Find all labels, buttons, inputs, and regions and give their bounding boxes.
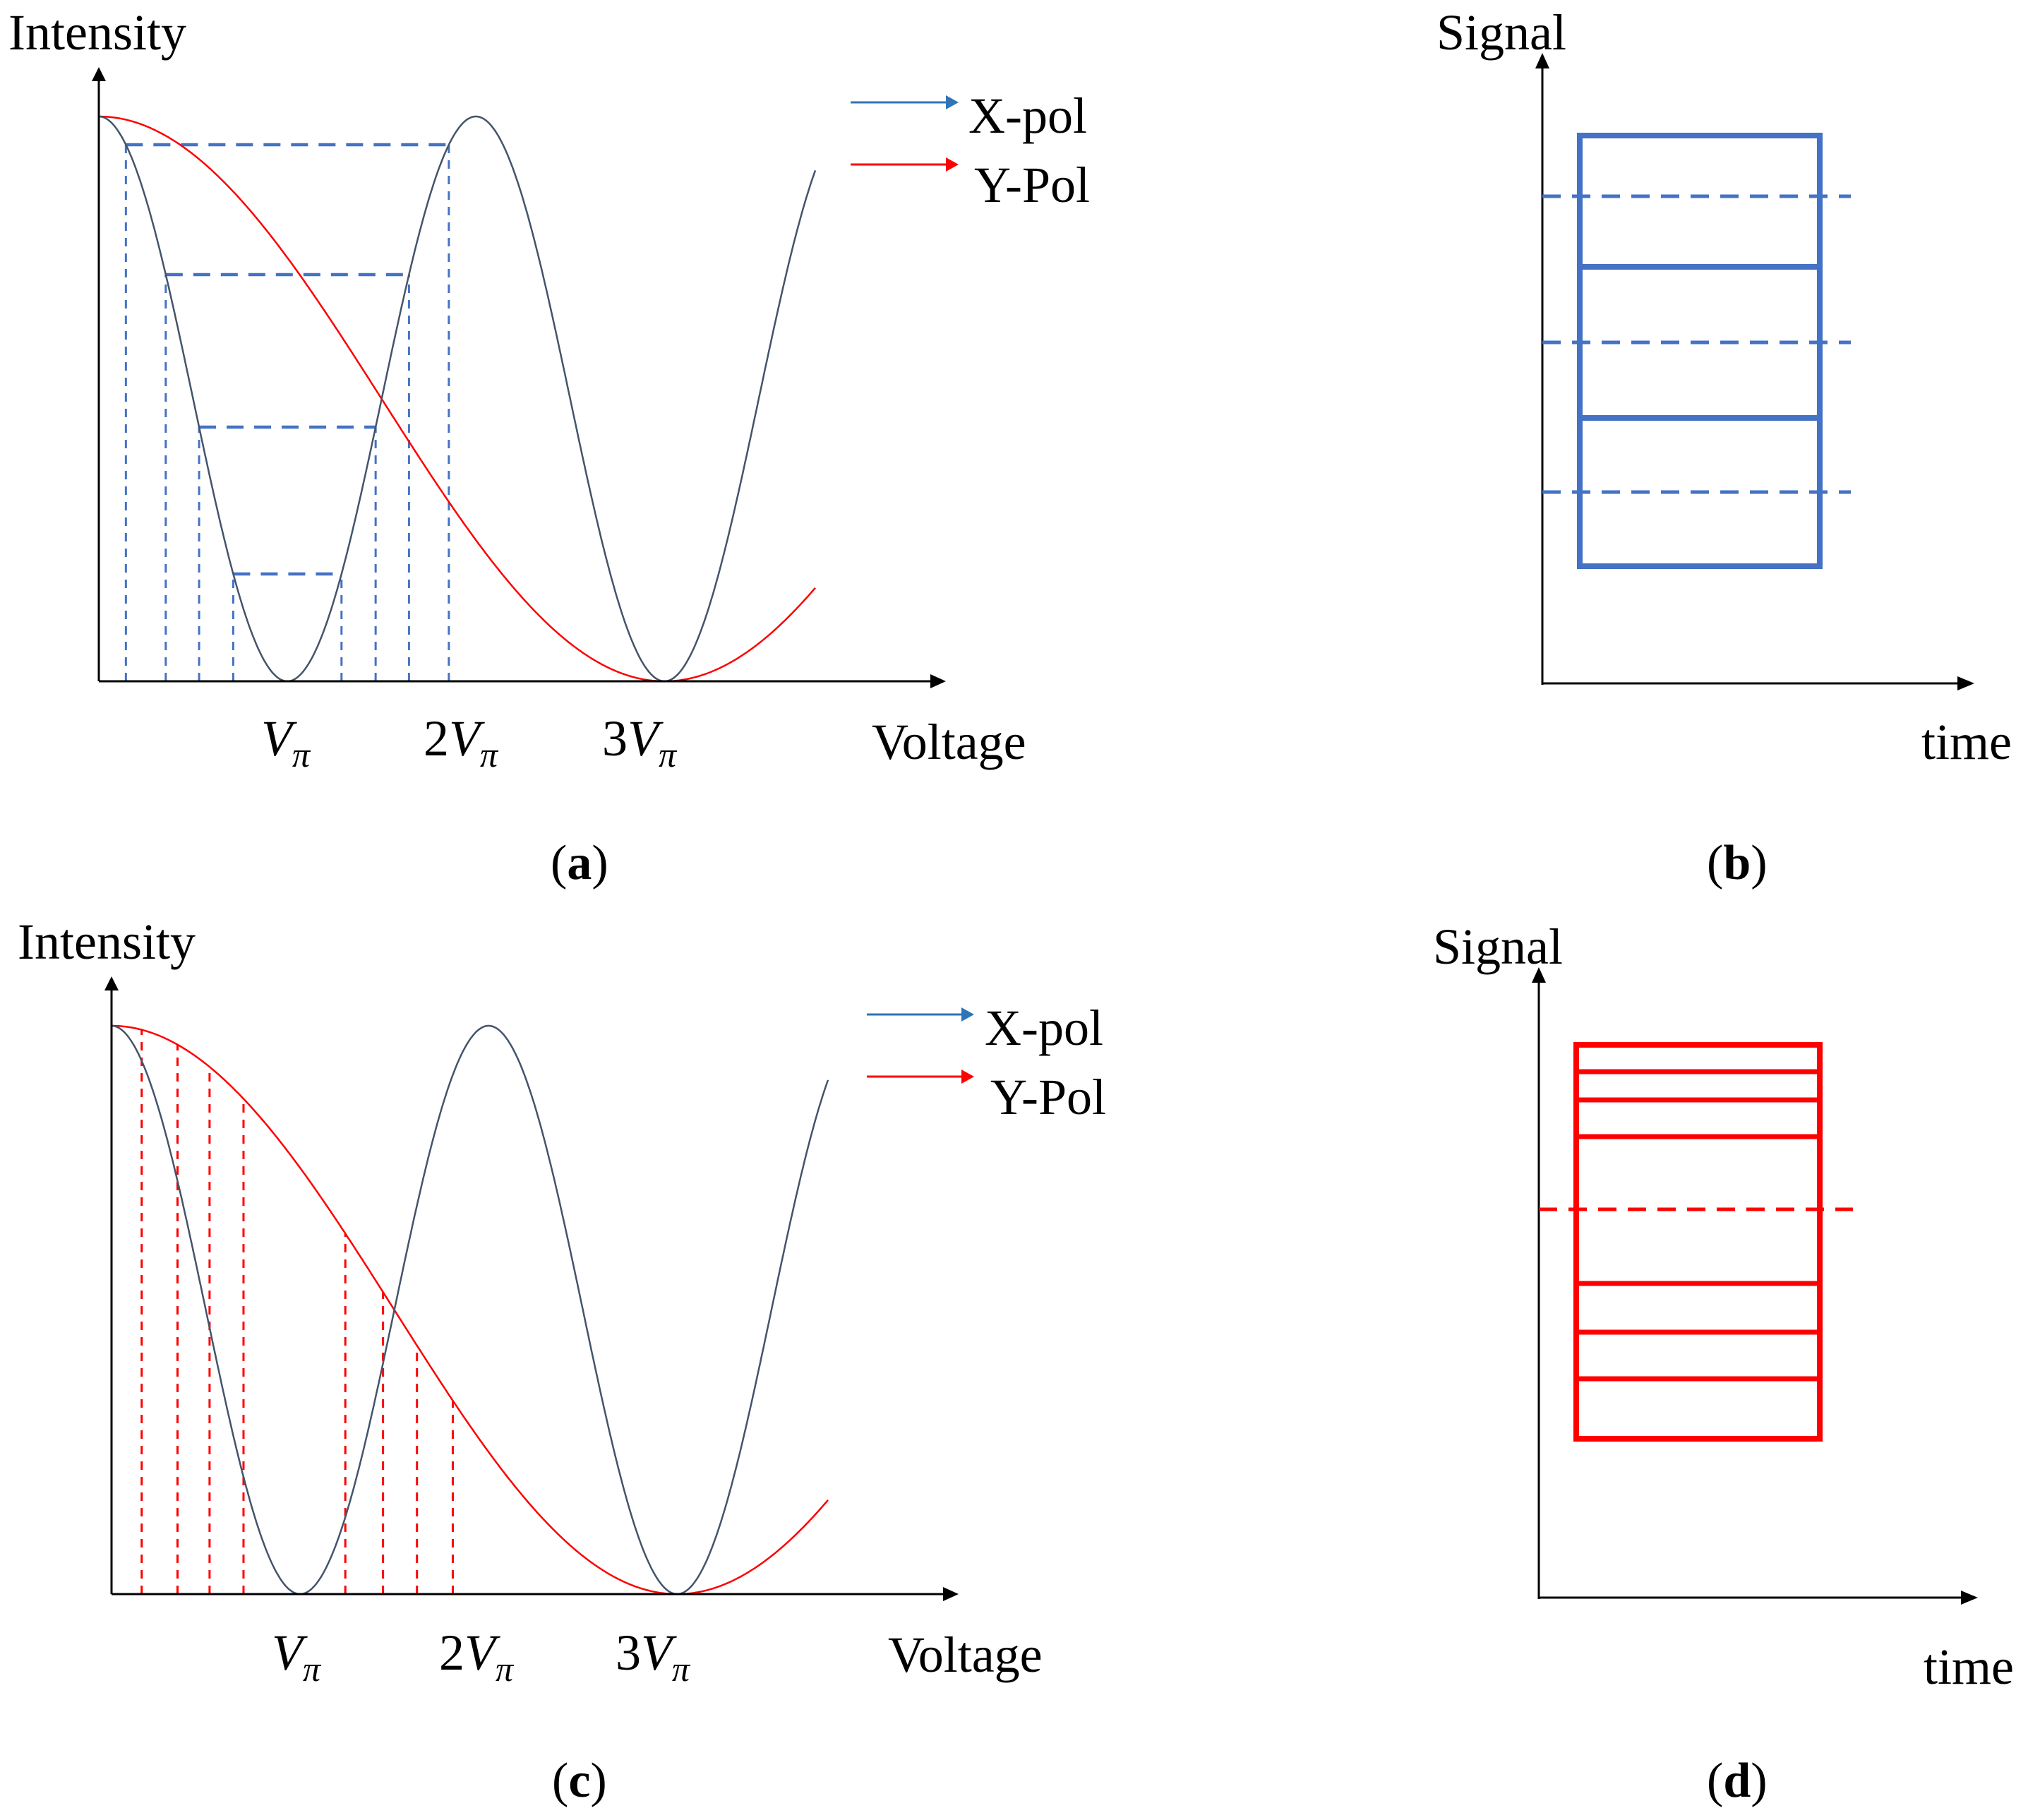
panel-b-ylabel: Signal xyxy=(1436,4,1566,61)
panel-c-caption: (c) xyxy=(552,1754,607,1808)
legend-xpol-label: X-pol xyxy=(968,88,1087,144)
panel-a-legend: X-pol Y-Pol xyxy=(851,88,1090,213)
panel-b-caption: (b) xyxy=(1707,836,1768,890)
panel-a-tick-vpi: Vπ xyxy=(261,710,311,774)
panel-b-xlabel: time xyxy=(1921,714,2012,770)
panel-b-y-arrow-icon xyxy=(1535,53,1549,68)
panel-d-x-arrow-icon xyxy=(1961,1591,1978,1605)
panel-b-signal-levels xyxy=(1542,133,1851,569)
legend-ypol-label: Y-Pol xyxy=(974,157,1090,213)
panel-d-xlabel: time xyxy=(1924,1639,2014,1695)
panel-d-signal-levels xyxy=(1539,1042,1853,1442)
panel-a-ylabel: Intensity xyxy=(8,4,186,61)
panel-c-intensity-plot: Intensity Voltage Vπ 2Vπ 3Vπ X-pol Y-Pol… xyxy=(18,914,1106,1808)
legend-xpol-label: X-pol xyxy=(985,1000,1103,1056)
ypol-curve xyxy=(99,115,816,683)
panel-a-intensity-plot: Intensity Voltage Vπ 2Vπ 3Vπ X-pol Y-Pol… xyxy=(8,4,1090,890)
y-axis-arrow-icon xyxy=(92,67,106,81)
legend-xpol-arrow-icon xyxy=(961,1007,974,1022)
panel-a-tick-3vpi: 3Vπ xyxy=(602,710,678,774)
panel-b-x-arrow-icon xyxy=(1957,676,1974,690)
panel-c-tick-3vpi: 3Vπ xyxy=(616,1624,691,1689)
panel-d-signal-box xyxy=(1573,1042,1823,1442)
panel-a-tick-2vpi: 2Vπ xyxy=(424,710,499,774)
panel-b-axes xyxy=(1535,53,1974,690)
panel-c-tick-2vpi: 2Vπ xyxy=(439,1624,515,1689)
panel-c-legend: X-pol Y-Pol xyxy=(867,1000,1106,1125)
panel-c-tick-vpi: Vπ xyxy=(272,1624,322,1689)
y-axis-arrow-icon xyxy=(104,976,119,990)
xpol-curve xyxy=(111,1024,829,1596)
ypol-curve xyxy=(112,1024,829,1596)
panel-b-signal-box xyxy=(1577,133,1823,569)
legend-ypol-arrow-icon xyxy=(946,157,959,172)
panel-d-axes xyxy=(1532,967,1978,1605)
panel-a-curves xyxy=(98,115,817,683)
legend-ypol-label: Y-Pol xyxy=(990,1069,1106,1125)
panel-d-signal-plot: Signal time (d) xyxy=(1433,918,2014,1808)
panel-d-caption: (d) xyxy=(1707,1754,1768,1808)
legend-ypol-arrow-icon xyxy=(961,1070,974,1084)
panel-c-axes xyxy=(104,976,959,1601)
panel-d-ylabel: Signal xyxy=(1433,918,1563,975)
panel-c-xlabel: Voltage xyxy=(888,1627,1043,1683)
panel-c-curves xyxy=(111,1024,829,1596)
panel-b-signal-plot: Signal time (b) xyxy=(1436,4,2012,890)
panel-a-xlabel: Voltage xyxy=(872,714,1026,770)
panel-c-ylabel: Intensity xyxy=(18,914,196,970)
panel-a-caption: (a) xyxy=(551,836,608,890)
x-axis-arrow-icon xyxy=(930,674,946,688)
panel-a-axes xyxy=(92,67,946,688)
panel-d-y-arrow-icon xyxy=(1532,967,1546,983)
legend-xpol-arrow-icon xyxy=(946,95,959,109)
x-axis-arrow-icon xyxy=(943,1587,959,1601)
xpol-curve xyxy=(98,115,817,683)
